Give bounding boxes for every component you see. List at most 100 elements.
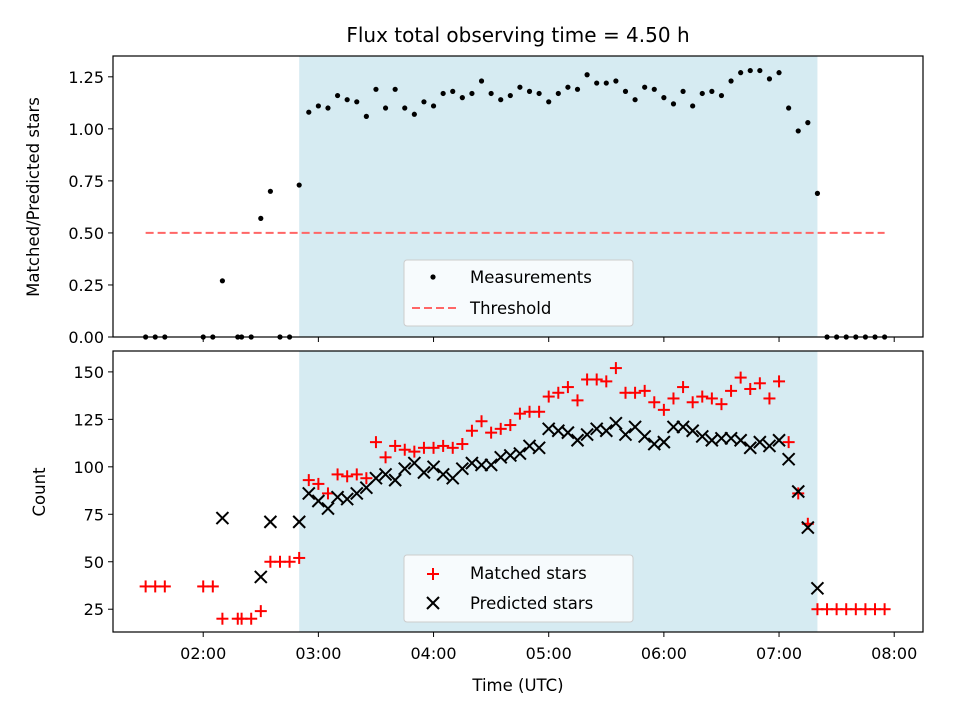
measurement-point bbox=[488, 90, 494, 97]
matched-point bbox=[456, 438, 469, 451]
y-tick-label: 125 bbox=[73, 410, 104, 429]
matched-point bbox=[753, 377, 766, 390]
matched-point bbox=[350, 468, 363, 481]
measurement-point bbox=[498, 97, 504, 103]
matched-point bbox=[494, 422, 507, 435]
predicted-point bbox=[215, 511, 230, 525]
matched-point bbox=[705, 392, 718, 405]
predicted-point bbox=[801, 520, 815, 535]
chart-title: Flux total observing time = 4.50 h bbox=[346, 23, 689, 47]
y-tick-label: 25 bbox=[84, 600, 104, 619]
measurement-point bbox=[334, 92, 341, 99]
predicted-point bbox=[321, 501, 335, 516]
predicted-point bbox=[791, 484, 805, 499]
y-tick-label: 150 bbox=[73, 363, 104, 382]
predicted-point bbox=[350, 486, 364, 501]
measurement-point bbox=[267, 188, 273, 194]
predicted-point bbox=[474, 458, 489, 472]
ratio-panel: 0.00 0.25 0.50 0.75 1.00 1.25 Matched/Predict… bbox=[24, 55, 924, 347]
predicted-point bbox=[292, 515, 306, 529]
measurement-point bbox=[430, 103, 437, 109]
matched-point bbox=[561, 381, 574, 394]
legend-measurements-label: Measurements bbox=[470, 268, 592, 287]
matched-point bbox=[427, 441, 440, 454]
matched-point bbox=[696, 390, 709, 403]
predicted-point bbox=[561, 425, 575, 440]
predicted-point bbox=[513, 446, 527, 461]
matched-point bbox=[782, 436, 795, 449]
matched-point bbox=[485, 426, 498, 439]
measurement-point bbox=[632, 97, 638, 103]
measurement-point bbox=[622, 88, 629, 94]
matched-point bbox=[408, 445, 421, 458]
x-tick-label: 04:00 bbox=[410, 644, 456, 663]
measurement-point bbox=[478, 78, 485, 84]
matched-point bbox=[590, 373, 603, 386]
measurement-point bbox=[594, 80, 600, 86]
y-tick-label: 75 bbox=[84, 505, 104, 524]
predicted-point bbox=[388, 473, 402, 487]
measurement-point bbox=[469, 90, 475, 97]
measurement-point bbox=[459, 95, 465, 101]
predicted-point bbox=[733, 433, 748, 447]
measurement-point bbox=[661, 95, 667, 101]
y-tick-label: 100 bbox=[73, 458, 104, 477]
ratio-axis-ticks: 0.00 0.25 0.50 0.75 1.00 1.25 bbox=[68, 68, 895, 347]
measurement-point bbox=[728, 78, 734, 84]
matched-point bbox=[686, 396, 699, 409]
matched-point bbox=[437, 439, 450, 452]
predicted-point bbox=[743, 441, 757, 455]
matched-point bbox=[552, 386, 565, 399]
matched-point bbox=[638, 384, 651, 397]
measurement-point bbox=[392, 86, 398, 92]
measurement-point bbox=[680, 88, 686, 94]
legend-measurements-marker bbox=[430, 274, 436, 280]
count-ylabel: Count bbox=[30, 467, 49, 517]
matched-point bbox=[283, 555, 296, 568]
x-axis-label: Time (UTC) bbox=[471, 676, 563, 695]
matched-point bbox=[513, 407, 526, 420]
ratio-legend: Measurements Threshold bbox=[403, 259, 634, 327]
y-tick-label: 0.50 bbox=[68, 224, 104, 243]
matched-point bbox=[245, 612, 258, 625]
matched-point bbox=[446, 441, 459, 454]
predicted-point bbox=[570, 433, 585, 447]
predicted-point bbox=[455, 462, 470, 476]
measurement-point bbox=[805, 120, 811, 126]
measurement-point bbox=[306, 109, 312, 115]
matched-point bbox=[216, 612, 229, 625]
measurement-point bbox=[555, 90, 561, 97]
measurement-point bbox=[603, 80, 609, 86]
predicted-point bbox=[772, 433, 786, 447]
matched-point bbox=[533, 405, 546, 418]
predicted-point bbox=[532, 441, 546, 455]
matched-point bbox=[465, 424, 478, 437]
predicted-point bbox=[676, 420, 690, 434]
measurement-point bbox=[795, 128, 801, 134]
predicted-point bbox=[666, 420, 681, 434]
matched-point bbox=[312, 477, 325, 490]
y-tick-label: 1.25 bbox=[68, 68, 104, 87]
predicted-point bbox=[263, 515, 278, 529]
legend-box bbox=[403, 554, 634, 623]
x-tick-label: 02:00 bbox=[180, 644, 226, 663]
y-tick-label: 50 bbox=[84, 553, 104, 572]
measurement-point bbox=[757, 67, 763, 74]
y-tick-label: 0.00 bbox=[68, 328, 104, 347]
x-tick-label: 07:00 bbox=[756, 644, 802, 663]
matched-point bbox=[571, 394, 584, 407]
measurement-point bbox=[296, 182, 302, 188]
measurement-point bbox=[670, 101, 677, 107]
measurement-point bbox=[546, 99, 552, 105]
predicted-point bbox=[618, 427, 633, 442]
measurement-point bbox=[354, 99, 360, 105]
ratio-marks bbox=[143, 67, 888, 340]
measurement-point bbox=[517, 84, 523, 90]
measurement-point bbox=[642, 84, 648, 90]
matched-point bbox=[773, 375, 786, 388]
predicted-point bbox=[810, 581, 825, 596]
predicted-point bbox=[762, 439, 777, 453]
matched-point bbox=[609, 362, 622, 375]
measurement-point bbox=[344, 97, 350, 103]
measurement-point bbox=[258, 215, 264, 221]
